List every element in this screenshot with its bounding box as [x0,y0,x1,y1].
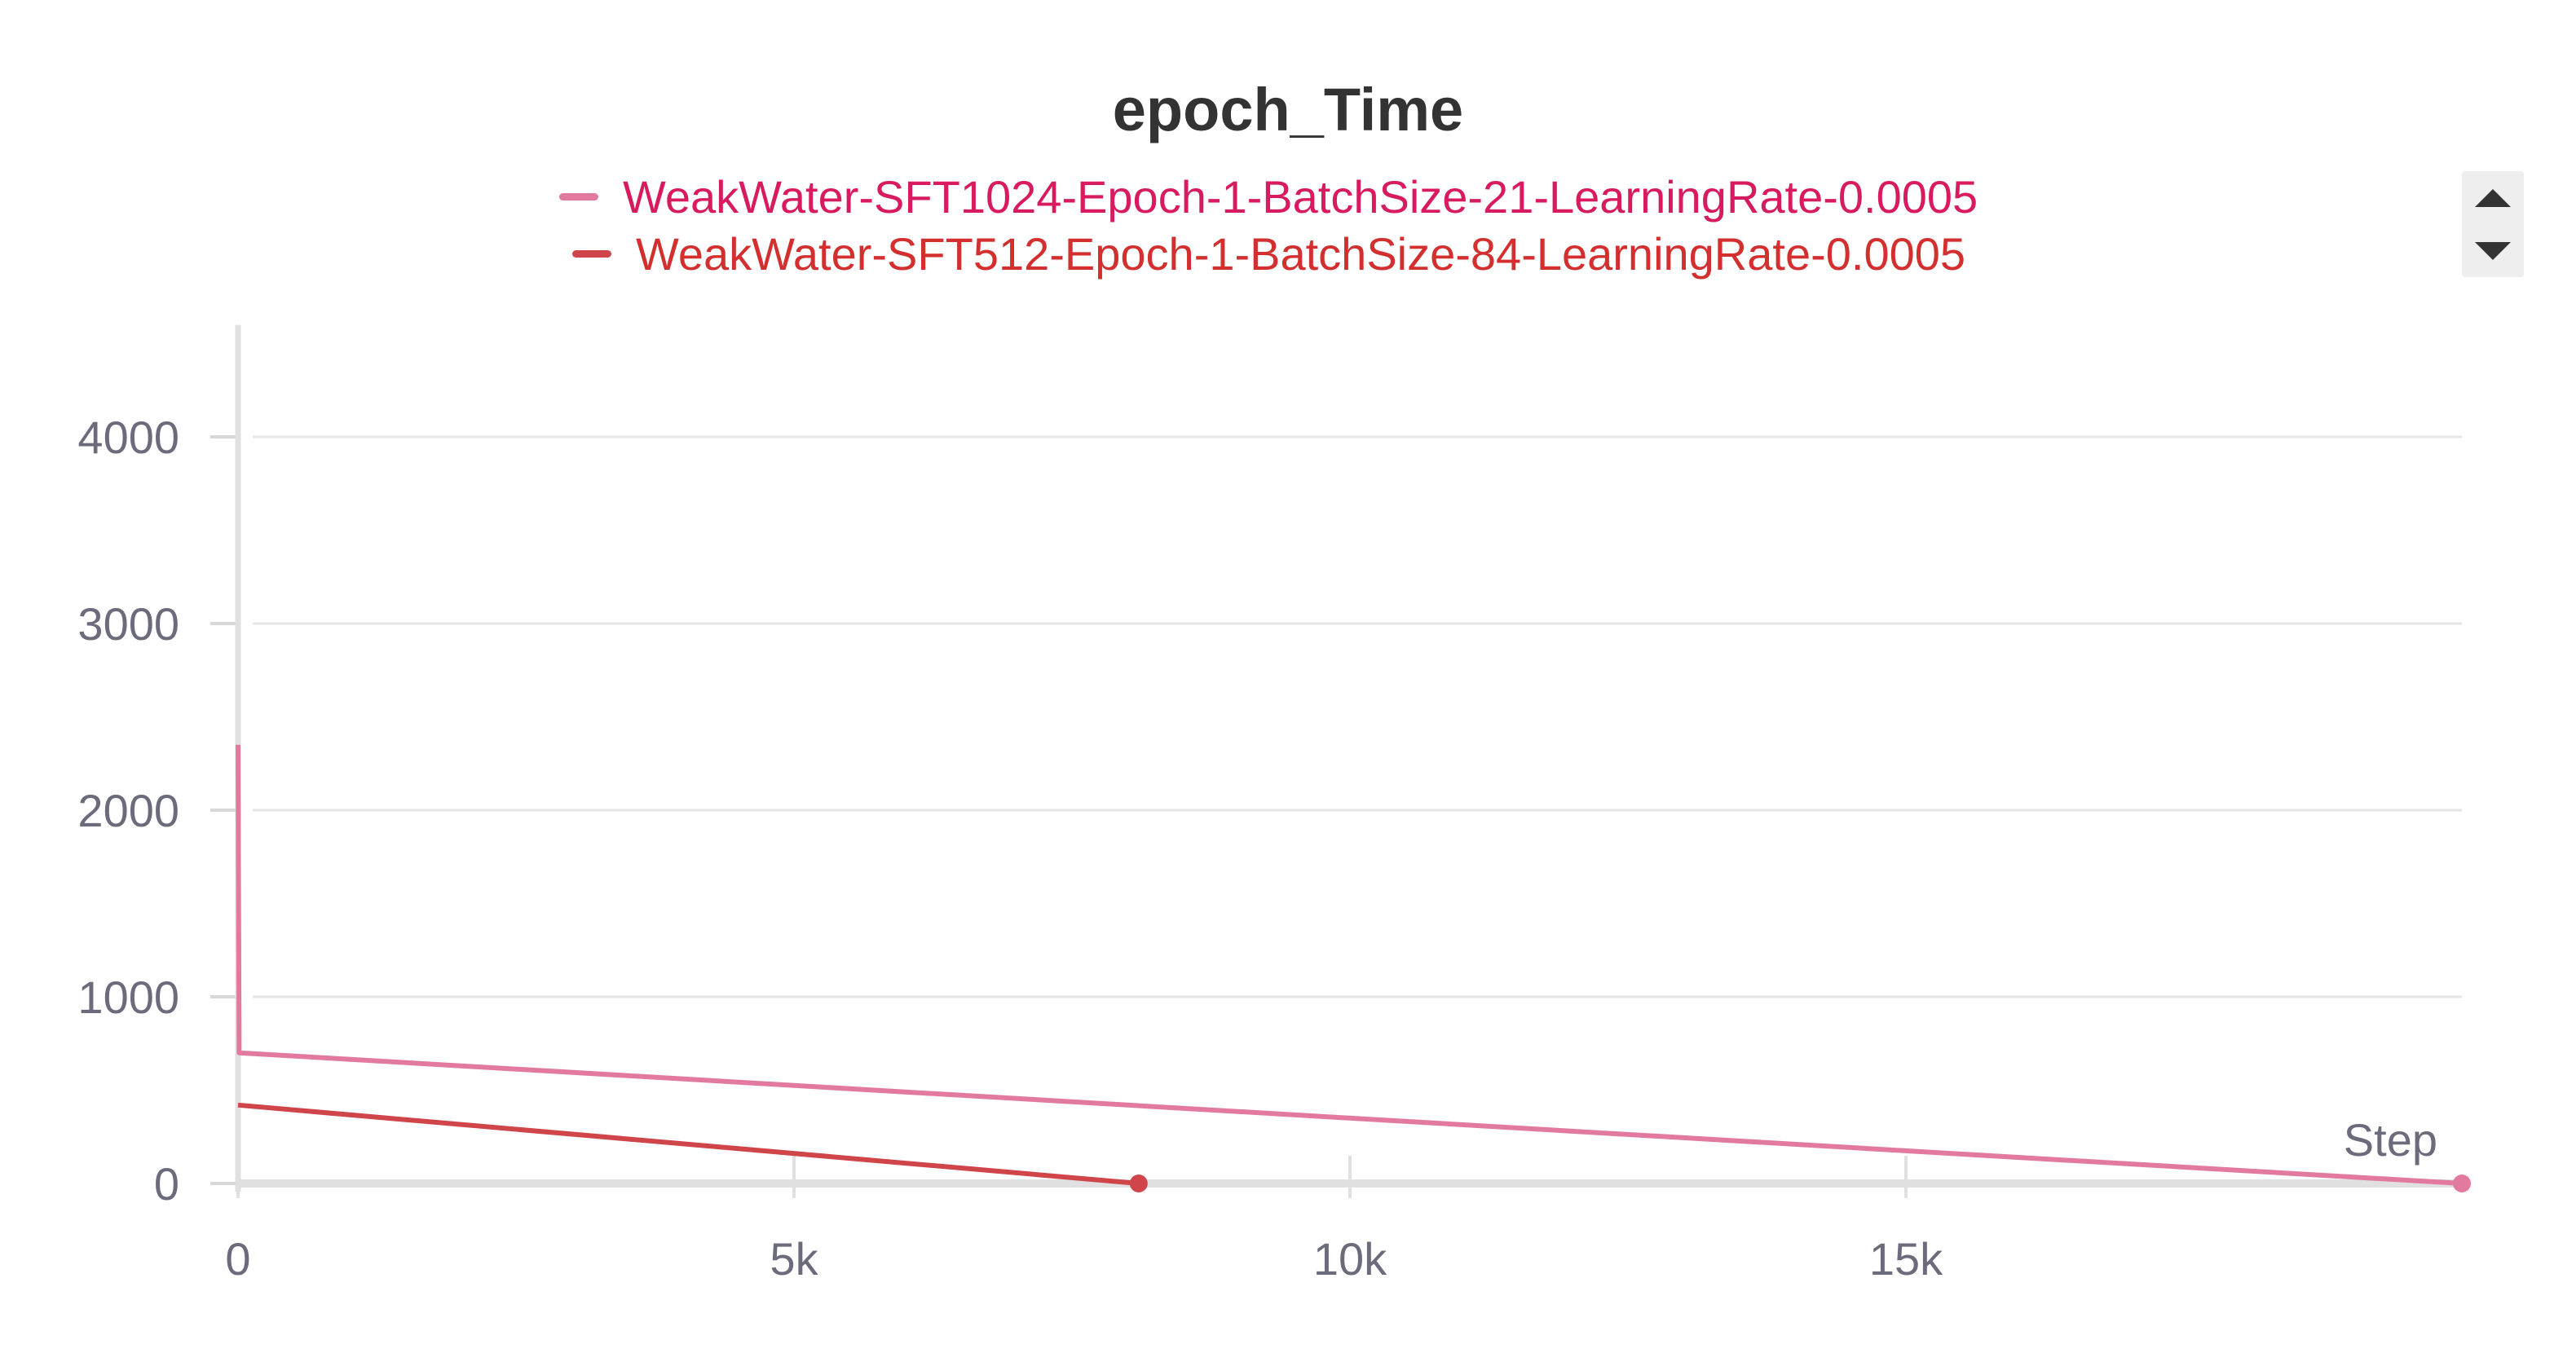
series-end-point-0[interactable] [2453,1175,2471,1192]
x-tick-label: 15k [1869,1233,1943,1285]
legend-item-series-1[interactable]: WeakWater-SFT512-Epoch-1-BatchSize-84-Le… [572,225,1965,282]
legend-scroll-control [2462,171,2524,277]
y-tick-label: 2000 [77,785,179,836]
triangle-down-icon [2475,241,2511,260]
legend-swatch [559,192,598,201]
series-end-point-1[interactable] [1129,1175,1148,1192]
series-line-0[interactable] [236,744,2463,1186]
series-line-1[interactable] [237,1102,1140,1186]
x-tick-label: 5k [770,1233,818,1285]
x-tick-label: 10k [1313,1233,1387,1285]
y-tick-label: 1000 [77,972,179,1023]
y-tick-label: 4000 [77,412,179,463]
legend-scroll-down-button[interactable] [2462,224,2524,277]
legend-scroll-up-button[interactable] [2462,171,2524,224]
legend-label: WeakWater-SFT512-Epoch-1-BatchSize-84-Le… [636,227,1966,280]
x-axis-label: Step [2344,1114,2437,1166]
y-tick-label: 0 [154,1158,179,1210]
x-tick-label: 0 [225,1233,250,1285]
triangle-up-icon [2475,188,2511,207]
legend-label: WeakWater-SFT1024-Epoch-1-BatchSize-21-L… [623,170,1978,223]
legend-swatch [572,249,611,258]
legend-item-series-0[interactable]: WeakWater-SFT1024-Epoch-1-BatchSize-21-L… [559,168,1978,225]
y-tick-label: 3000 [77,598,179,650]
chart-title: epoch_Time [1112,76,1464,143]
